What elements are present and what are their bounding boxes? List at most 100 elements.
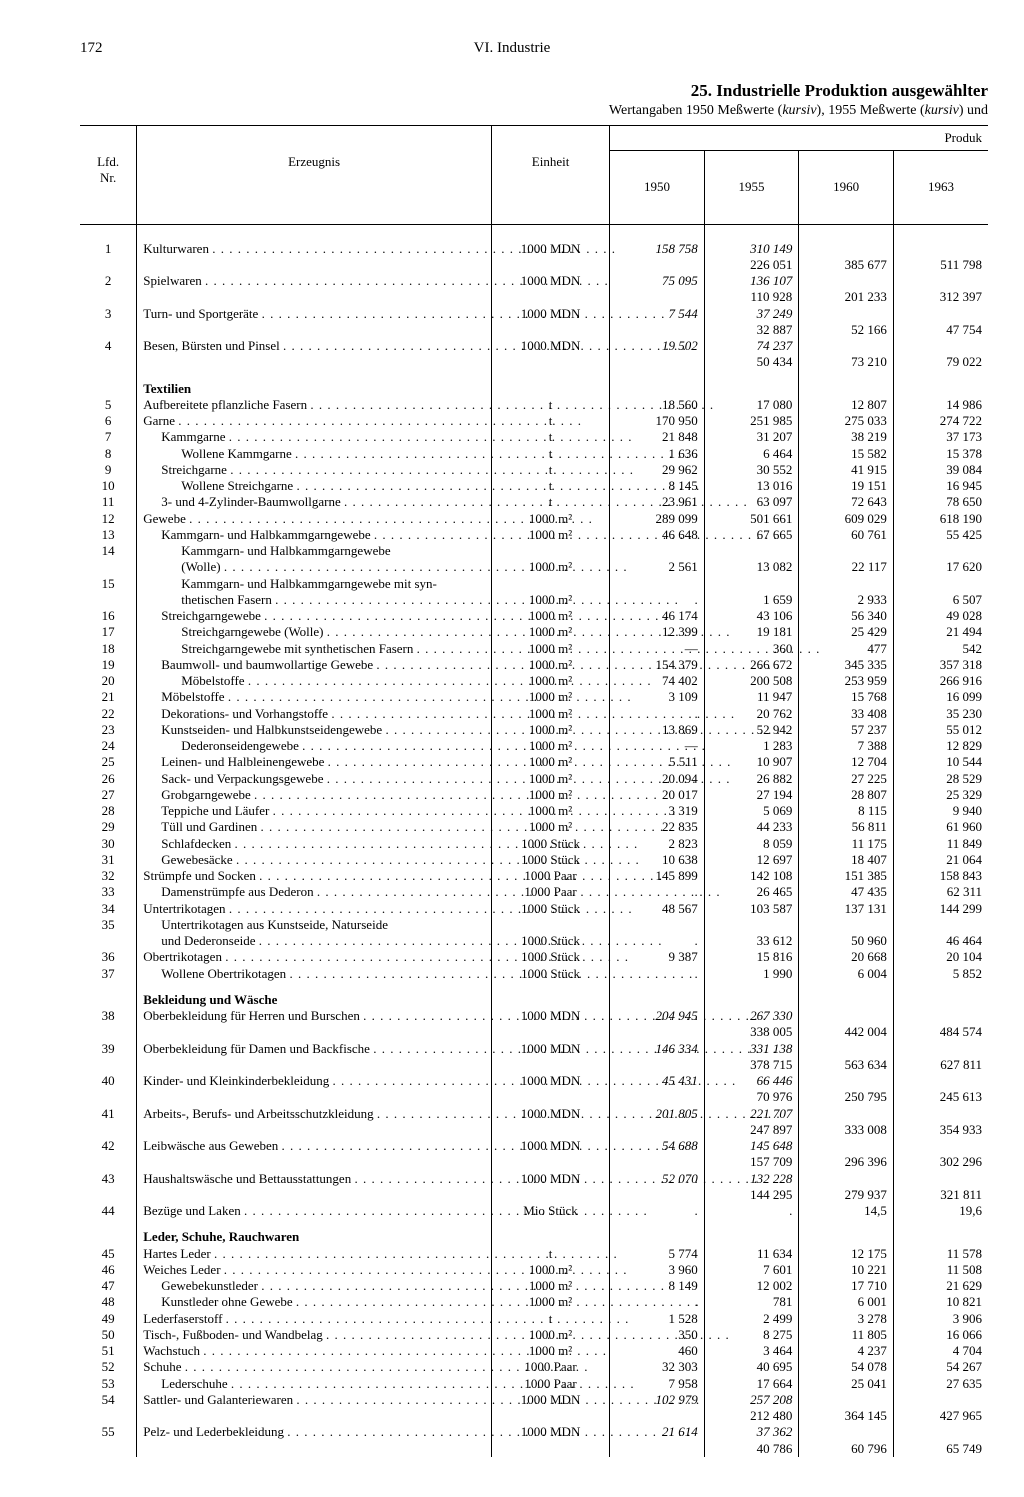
- row-1963: 14 986: [893, 397, 988, 413]
- row-1955: [704, 576, 799, 592]
- table-row: 54Sattler- und Galanteriewaren 1000 MDN1…: [80, 1392, 988, 1408]
- row-1955: 13 082: [704, 559, 799, 575]
- row-name: Bezüge und Laken: [137, 1203, 492, 1219]
- row-name: [137, 289, 492, 305]
- table-row: 6Garne t170 950251 985275 033274 722: [80, 413, 988, 429]
- row-1963: 9 940: [893, 803, 988, 819]
- row-1963: 4 704: [893, 1343, 988, 1359]
- row-name: [137, 1441, 492, 1457]
- row-nr: [80, 257, 137, 273]
- row-1955: .: [704, 1203, 799, 1219]
- table-row: 36Obertrikotagen 1000 Stück9 38715 81620…: [80, 949, 988, 965]
- row-nr: 6: [80, 413, 137, 429]
- row-1955: 110 928: [704, 289, 799, 305]
- row-name: Spielwaren: [137, 273, 492, 289]
- row-name: Kinder- und Kleinkinderbekleidung: [137, 1073, 492, 1089]
- row-1963: 10 544: [893, 754, 988, 770]
- table-row: thetischen Fasern 1000 m².1 6592 9336 50…: [80, 592, 988, 608]
- row-1955: 3 464: [704, 1343, 799, 1359]
- row-name: [137, 257, 492, 273]
- table-row: 32Strümpfe und Socken 1000 Paar145 89914…: [80, 868, 988, 884]
- row-1960: 47 435: [799, 884, 894, 900]
- row-1955: 1 990: [704, 966, 799, 982]
- row-name: Möbelstoffe: [137, 689, 492, 705]
- row-1955: 378 715: [704, 1057, 799, 1073]
- table-row: 50Tisch-, Fußboden- und Wandbelag 1000 m…: [80, 1327, 988, 1343]
- row-nr: 46: [80, 1262, 137, 1278]
- row-name: Oberbekleidung für Damen und Backfische: [137, 1041, 492, 1057]
- table-row: 12Gewebe 1000 m²289 099501 661609 029618…: [80, 511, 988, 527]
- row-1960: 38 219: [799, 429, 894, 445]
- row-1960: [799, 273, 894, 289]
- row-name: Streichgarngewebe: [137, 608, 492, 624]
- row-name: Weiches Leder: [137, 1262, 492, 1278]
- row-unit: [491, 322, 609, 338]
- row-name: Turn- und Sportgeräte: [137, 306, 492, 322]
- row-1955: 257 208: [704, 1392, 799, 1408]
- row-1955: 33 612: [704, 933, 799, 949]
- row-nr: [80, 322, 137, 338]
- table-row: 5Aufbereitete pflanzliche Fasern t18 560…: [80, 397, 988, 413]
- row-nr: [80, 1408, 137, 1424]
- row-name: Gewebekunstleder: [137, 1278, 492, 1294]
- row-nr: 4: [80, 338, 137, 354]
- row-1960: 8 115: [799, 803, 894, 819]
- row-1963: [893, 273, 988, 289]
- row-1955: 103 587: [704, 901, 799, 917]
- row-name: 3- und 4-Zylinder-Baumwollgarne: [137, 494, 492, 510]
- row-1960: 7 388: [799, 738, 894, 754]
- row-nr: 29: [80, 819, 137, 835]
- row-name: Tüll und Gardinen: [137, 819, 492, 835]
- row-1963: 62 311: [893, 884, 988, 900]
- row-1950: [610, 1089, 705, 1105]
- header-center: VI. Industrie: [0, 40, 1024, 57]
- row-name: Gewebe: [137, 511, 492, 527]
- table-row: 17Streichgarngewebe (Wolle) 1000 m²12 39…: [80, 624, 988, 640]
- row-nr: 27: [80, 787, 137, 803]
- row-name: thetischen Fasern: [137, 592, 492, 608]
- section-heading: Bekleidung und Wäsche: [137, 982, 492, 1008]
- row-1950: [610, 1024, 705, 1040]
- row-name: Kammgarn- und Halbkammgarngewebe mit syn…: [137, 576, 492, 592]
- row-1955: 251 985: [704, 413, 799, 429]
- row-1950: [610, 543, 705, 559]
- row-1960: 56 340: [799, 608, 894, 624]
- row-nr: 31: [80, 852, 137, 868]
- table-row: 110 928201 233312 397: [80, 289, 988, 305]
- row-1963: 28 529: [893, 771, 988, 787]
- row-unit: [491, 289, 609, 305]
- row-1955: 11 947: [704, 689, 799, 705]
- table-row: 20Möbelstoffe 1000 m²74 402200 508253 95…: [80, 673, 988, 689]
- row-1960: 25 429: [799, 624, 894, 640]
- table-row: 27Grobgarngewebe 1000 m²20 01727 19428 8…: [80, 787, 988, 803]
- row-name: Hartes Leder: [137, 1246, 492, 1262]
- row-1960: 18 407: [799, 852, 894, 868]
- row-name: Streichgarngewebe (Wolle): [137, 624, 492, 640]
- row-1955: 142 108: [704, 868, 799, 884]
- row-1963: [893, 1008, 988, 1024]
- row-nr: 9: [80, 462, 137, 478]
- row-nr: 49: [80, 1311, 137, 1327]
- table-row: 26Sack- und Verpackungsgewebe 1000 m²20 …: [80, 771, 988, 787]
- row-name: Sack- und Verpackungsgewebe: [137, 771, 492, 787]
- row-1960: 73 210: [799, 354, 894, 370]
- row-1963: 54 267: [893, 1359, 988, 1375]
- table-row: 113- und 4-Zylinder-Baumwollgarne t23 96…: [80, 494, 988, 510]
- row-unit: [491, 1187, 609, 1203]
- table-row: 40Kinder- und Kleinkinderbekleidung 1000…: [80, 1073, 988, 1089]
- row-1963: 79 022: [893, 354, 988, 370]
- row-1960: 11 805: [799, 1327, 894, 1343]
- table-row: 2Spielwaren 1000 MDN75 095136 107: [80, 273, 988, 289]
- row-1963: 5 852: [893, 966, 988, 982]
- row-name: Strümpfe und Socken: [137, 868, 492, 884]
- table-row: 55Pelz- und Lederbekleidung 1000 MDN21 6…: [80, 1424, 988, 1440]
- table-row: 35Untertrikotagen aus Kunstseide, Naturs…: [80, 917, 988, 933]
- row-nr: 5: [80, 397, 137, 413]
- row-1955: 1 659: [704, 592, 799, 608]
- table-row: 8Wollene Kammgarne t1 6366 46415 58215 3…: [80, 446, 988, 462]
- row-1955: 1 283: [704, 738, 799, 754]
- row-1963: 15 378: [893, 446, 988, 462]
- table-subtitle: Wertangaben 1950 Meßwerte (kursiv), 1955…: [80, 103, 988, 119]
- row-name: Leinen- und Halbleinengewebe: [137, 754, 492, 770]
- row-nr: 33: [80, 884, 137, 900]
